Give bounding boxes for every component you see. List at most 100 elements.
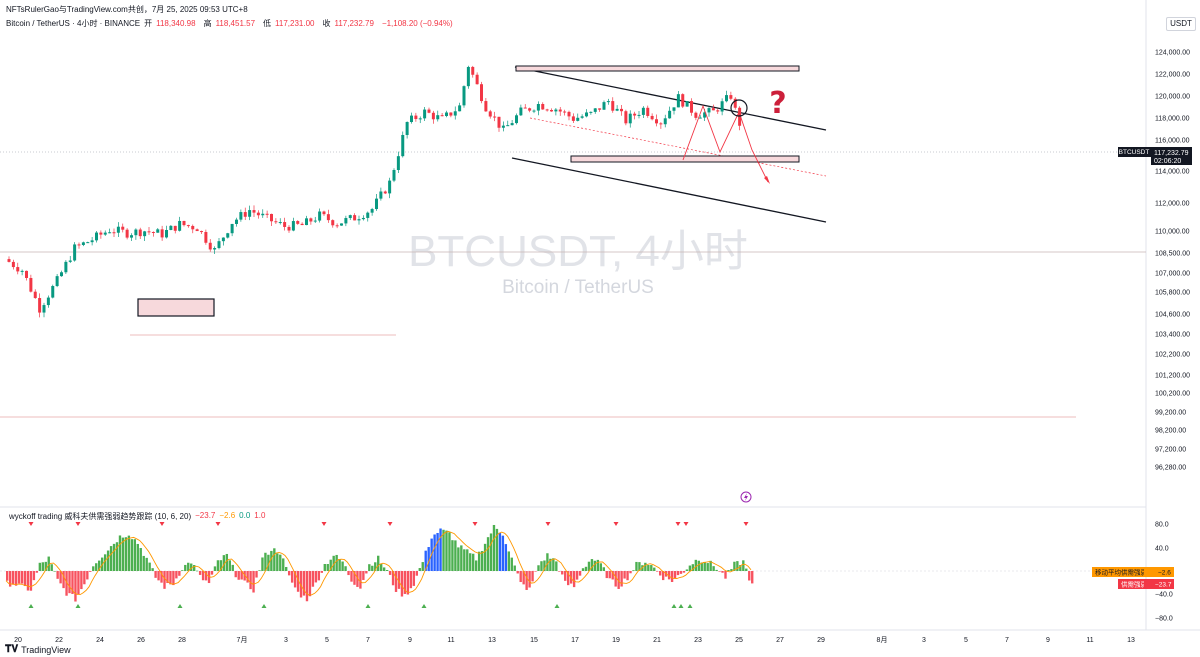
candle-body[interactable]	[68, 260, 72, 262]
candle-body[interactable]	[480, 84, 483, 102]
candle-body[interactable]	[217, 241, 221, 249]
candle-body[interactable]	[55, 276, 59, 287]
candle-body[interactable]	[348, 215, 352, 219]
candle-body[interactable]	[668, 110, 672, 119]
candle-body[interactable]	[353, 215, 357, 221]
candle-body[interactable]	[515, 115, 518, 124]
channel-upper-line[interactable]	[514, 66, 827, 131]
candle-body[interactable]	[134, 229, 138, 236]
candle-body[interactable]	[116, 226, 120, 233]
candle-body[interactable]	[436, 115, 440, 120]
candle-body[interactable]	[606, 101, 610, 103]
candle-body[interactable]	[725, 95, 728, 102]
candle-body[interactable]	[720, 101, 724, 112]
candle-body[interactable]	[431, 112, 435, 120]
candle-body[interactable]	[243, 212, 247, 217]
candle-body[interactable]	[287, 226, 291, 231]
candle-body[interactable]	[576, 117, 580, 121]
candle-body[interactable]	[160, 229, 164, 238]
candle-body[interactable]	[510, 123, 514, 126]
candle-body[interactable]	[611, 101, 615, 111]
candle-body[interactable]	[370, 209, 374, 213]
candle-body[interactable]	[672, 107, 676, 111]
candle-body[interactable]	[690, 101, 693, 113]
candle-body[interactable]	[77, 244, 81, 246]
breakout-circle[interactable]	[730, 99, 748, 117]
candle-body[interactable]	[125, 229, 129, 238]
candle-body[interactable]	[567, 111, 571, 117]
candle-body[interactable]	[703, 112, 707, 118]
candle-body[interactable]	[112, 232, 116, 234]
candle-body[interactable]	[318, 211, 322, 221]
candle-body[interactable]	[86, 242, 90, 244]
candle-body[interactable]	[274, 221, 278, 223]
candle-body[interactable]	[11, 261, 15, 268]
candle-body[interactable]	[121, 226, 125, 230]
candle-body[interactable]	[248, 210, 252, 217]
candle-body[interactable]	[383, 191, 387, 194]
candle-body[interactable]	[641, 107, 645, 115]
candle-body[interactable]	[449, 112, 453, 116]
candle-body[interactable]	[550, 109, 553, 112]
candle-body[interactable]	[685, 101, 689, 107]
candle-body[interactable]	[523, 107, 527, 109]
candle-body[interactable]	[379, 191, 383, 199]
indicator-histogram[interactable]	[6, 522, 754, 608]
candle-body[interactable]	[221, 237, 225, 242]
channel-mid-line[interactable]	[529, 117, 827, 177]
candle-body[interactable]	[46, 297, 50, 306]
candle-body[interactable]	[558, 109, 562, 112]
candle-body[interactable]	[458, 105, 462, 112]
time-axis[interactable]: 20 22 24 26 28 7月 3 5 7 9 11 13 15 17 19 21 23 25 27 29 8月 3 5…	[14, 636, 1135, 644]
consolidation-box[interactable]	[137, 298, 215, 317]
indicator-moving-average[interactable]	[5, 530, 752, 596]
candle-body[interactable]	[296, 221, 300, 224]
candle-body[interactable]	[252, 210, 256, 213]
candle-body[interactable]	[681, 94, 685, 107]
candle-body[interactable]	[554, 109, 558, 112]
candle-body[interactable]	[344, 218, 348, 224]
candle-body[interactable]	[300, 223, 304, 226]
candle-body[interactable]	[453, 111, 457, 116]
currency-selector[interactable]: USDT	[1166, 17, 1196, 31]
candle-body[interactable]	[95, 232, 98, 241]
candle-body[interactable]	[143, 231, 147, 237]
candle-body[interactable]	[165, 230, 168, 238]
candle-body[interactable]	[545, 109, 549, 111]
candle-body[interactable]	[265, 213, 269, 215]
candle-body[interactable]	[291, 221, 295, 231]
candle-body[interactable]	[536, 104, 540, 111]
indicator-legend[interactable]: wyckoff trading 威科夫供需强弱趋势跟踪 (10, 6, 20) …	[9, 511, 265, 522]
candle-body[interactable]	[571, 116, 575, 121]
candle-body[interactable]	[466, 66, 470, 87]
candle-body[interactable]	[541, 104, 545, 110]
candle-body[interactable]	[204, 231, 208, 243]
resistance-zone[interactable]	[515, 65, 800, 72]
projection-path[interactable]	[682, 104, 769, 183]
candle-body[interactable]	[488, 111, 492, 117]
candle-body[interactable]	[445, 112, 448, 117]
candle-body[interactable]	[90, 240, 94, 243]
candle-body[interactable]	[20, 270, 24, 272]
candle-body[interactable]	[711, 108, 715, 111]
candle-body[interactable]	[130, 235, 133, 238]
candle-body[interactable]	[729, 95, 733, 99]
candle-body[interactable]	[733, 98, 737, 108]
candle-body[interactable]	[440, 115, 444, 117]
candle-body[interactable]	[475, 74, 479, 85]
candle-body[interactable]	[261, 213, 265, 216]
candle-body[interactable]	[628, 113, 632, 124]
candle-body[interactable]	[283, 222, 287, 227]
candle-body[interactable]	[694, 112, 698, 118]
candle-body[interactable]	[331, 220, 335, 226]
candle-body[interactable]	[602, 102, 606, 110]
candle-body[interactable]	[178, 220, 182, 231]
candle-body[interactable]	[99, 232, 103, 235]
candle-body[interactable]	[410, 115, 413, 123]
candle-body[interactable]	[230, 223, 234, 234]
candle-body[interactable]	[528, 108, 532, 111]
candle-body[interactable]	[208, 242, 212, 250]
candle-body[interactable]	[305, 218, 308, 226]
candle-body[interactable]	[38, 298, 42, 313]
candle-body[interactable]	[81, 242, 85, 246]
